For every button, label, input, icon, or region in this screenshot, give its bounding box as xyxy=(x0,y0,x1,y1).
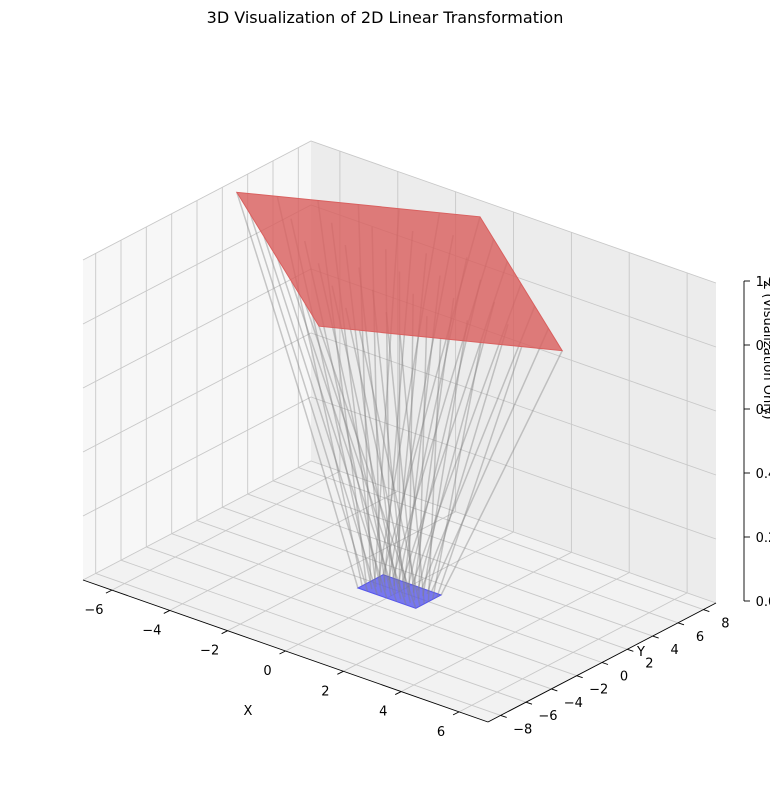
x-tick-label: 6 xyxy=(437,725,445,740)
x-tick-label: 4 xyxy=(379,705,387,720)
z-gridline xyxy=(82,140,717,284)
connection-line xyxy=(416,301,496,591)
x-axis-label: X xyxy=(244,704,253,719)
connection-line xyxy=(418,316,428,599)
connection-line xyxy=(249,214,369,592)
x-tick xyxy=(279,650,286,655)
connection-line xyxy=(421,305,536,589)
connection-line xyxy=(430,327,550,593)
y-tick xyxy=(525,701,533,705)
y-tick-label: 2 xyxy=(645,656,653,671)
tick-labels: −6 −4 −2 0 2 4 6 −8 −6 −4 −2 0 2 4 6 8 0.0 0.2 0.4 0.6 0.8 1.… xyxy=(84,275,770,740)
y-tick xyxy=(500,714,507,718)
connection-line xyxy=(358,330,421,607)
y-axis-label: Y xyxy=(636,645,645,660)
z-axis-label: Z (Visualization Only) xyxy=(760,280,770,419)
x-tick-label: −2 xyxy=(200,644,219,659)
connection-line xyxy=(436,346,523,598)
y-tick xyxy=(576,675,583,679)
z-gridline xyxy=(82,460,717,604)
x-tick xyxy=(105,589,113,594)
y-tick xyxy=(677,622,685,626)
y-tick-label: 6 xyxy=(696,630,704,645)
connection-line xyxy=(431,342,482,600)
x-tick xyxy=(337,670,344,675)
y-tick-label: −8 xyxy=(513,722,532,737)
connection-line xyxy=(427,338,442,602)
connection-line xyxy=(371,289,406,598)
z-tick-label: 0.0 xyxy=(756,595,770,610)
original-square-layer xyxy=(356,574,443,609)
y-tick-label: 4 xyxy=(671,643,679,658)
x-tick xyxy=(452,711,460,716)
y-tick-label: 8 xyxy=(721,617,729,632)
connection-line xyxy=(385,311,416,601)
connection-line xyxy=(290,281,398,602)
y-tick-label: −2 xyxy=(589,683,608,698)
z-tick-label: 0.4 xyxy=(756,467,770,482)
z-tick-label: 0.8 xyxy=(756,339,770,354)
connection-lines-layer xyxy=(236,192,563,609)
chart-title: 3D Visualization of 2D Linear Transforma… xyxy=(207,8,564,27)
y-tick xyxy=(601,662,609,665)
y-tick-label: −6 xyxy=(538,709,557,724)
z-tick-label: 1.0 xyxy=(756,275,770,290)
connection-line xyxy=(277,259,388,599)
connection-line xyxy=(345,307,412,603)
y-tick-label: 0 xyxy=(620,670,628,685)
connection-line xyxy=(399,334,425,604)
connection-line xyxy=(318,325,417,609)
y-tick-label: −4 xyxy=(564,696,583,711)
connection-line xyxy=(304,303,407,606)
connection-line xyxy=(440,350,563,596)
original-square xyxy=(356,574,443,609)
transformed-plane-layer xyxy=(235,191,564,352)
z-tick-label: 0.2 xyxy=(756,531,770,546)
connection-line xyxy=(236,192,359,589)
connection-line xyxy=(426,324,509,595)
x-tick-label: 0 xyxy=(263,664,271,679)
connection-line xyxy=(408,293,414,595)
y-tick xyxy=(652,635,659,639)
x-tick xyxy=(395,691,402,695)
z-tick-label: 0.6 xyxy=(756,403,770,418)
x-tick-label: −4 xyxy=(142,623,161,638)
connection-line xyxy=(263,236,378,595)
x-tick xyxy=(221,630,228,635)
connection-line xyxy=(412,297,455,593)
z-gridline xyxy=(82,332,717,476)
y-tick xyxy=(627,648,634,652)
connection-line xyxy=(331,285,402,600)
connection-line xyxy=(422,320,469,597)
x-tick-label: 2 xyxy=(321,684,329,699)
y-tick xyxy=(703,609,710,613)
z-gridline xyxy=(82,396,717,540)
transformed-plane xyxy=(235,191,564,352)
x-tick xyxy=(163,610,170,614)
x-tick-label: −6 xyxy=(84,603,103,618)
y-tick xyxy=(551,688,558,692)
